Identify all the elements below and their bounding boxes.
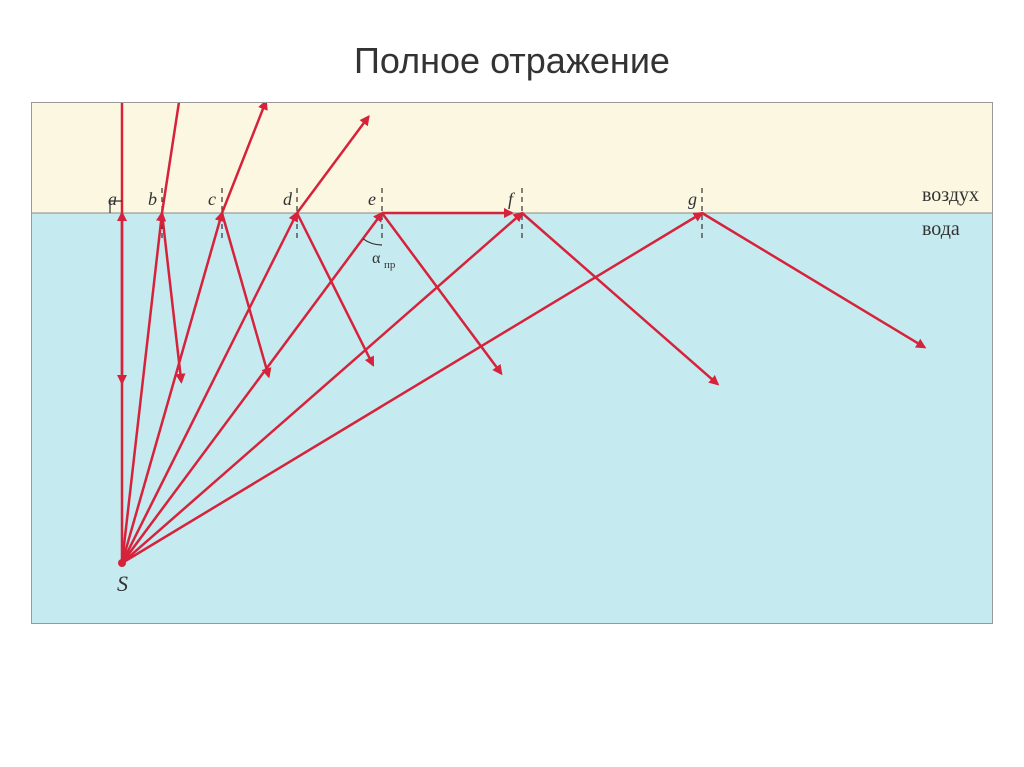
- diagram: воздухводаSabcdeαпрfg: [31, 102, 993, 624]
- svg-text:S: S: [117, 571, 128, 596]
- page-title: Полное отражение: [0, 0, 1024, 102]
- svg-text:воздух: воздух: [922, 184, 979, 206]
- svg-text:вода: вода: [922, 218, 960, 240]
- svg-text:e: e: [368, 189, 376, 209]
- svg-text:пр: пр: [384, 259, 396, 271]
- svg-text:a: a: [108, 189, 117, 209]
- svg-text:α: α: [372, 250, 381, 267]
- svg-text:d: d: [283, 189, 293, 209]
- svg-text:b: b: [148, 189, 157, 209]
- svg-text:g: g: [688, 189, 697, 209]
- svg-text:c: c: [208, 189, 216, 209]
- diagram-svg: воздухводаSabcdeαпрfg: [32, 103, 992, 623]
